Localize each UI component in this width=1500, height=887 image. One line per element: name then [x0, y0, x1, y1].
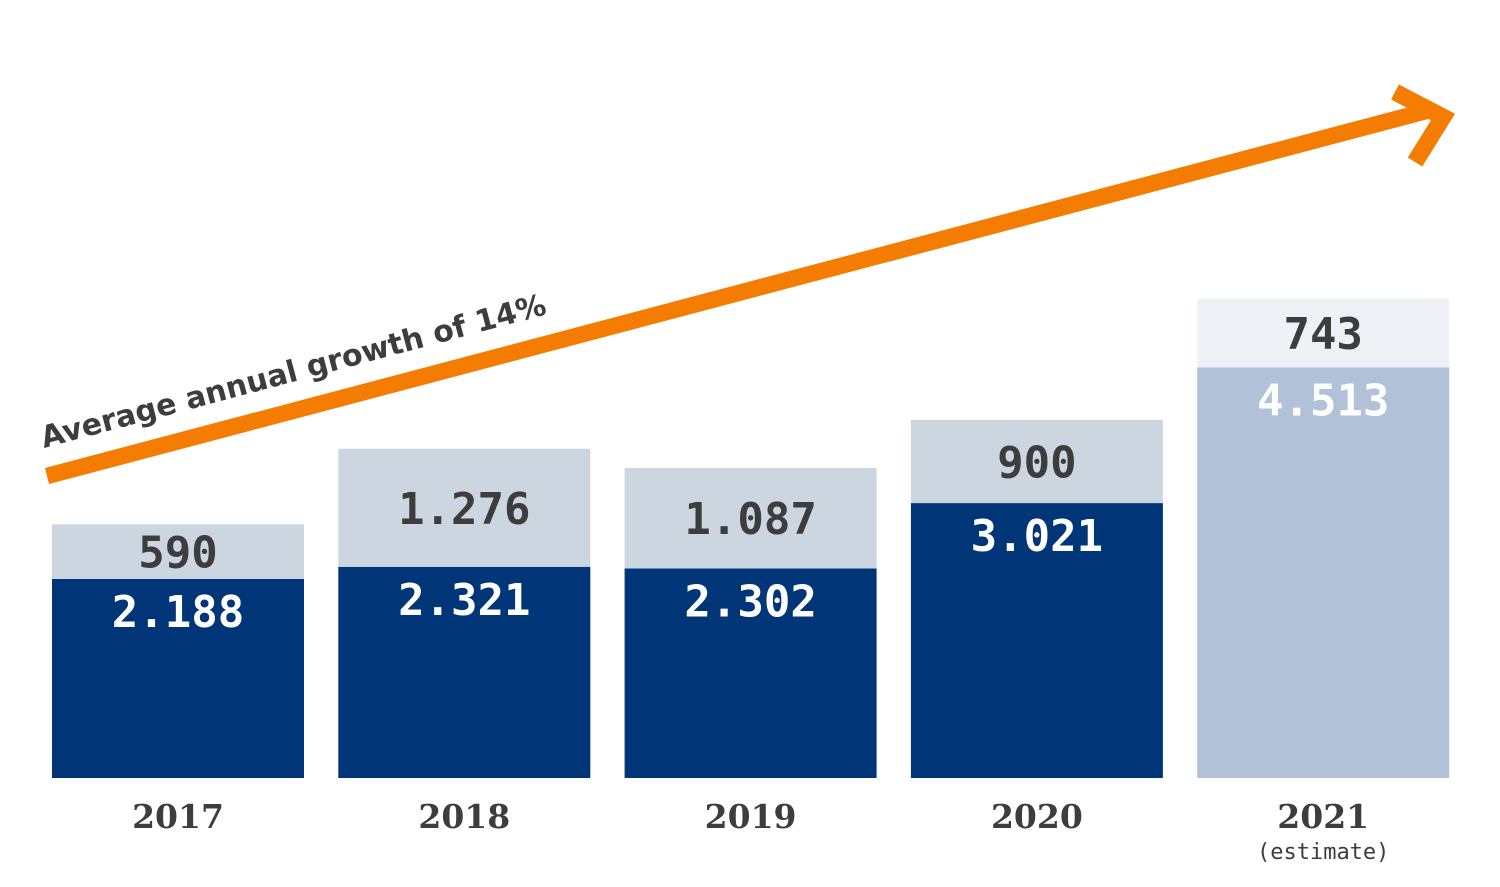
- bar-top-2020: [910, 419, 1163, 504]
- data-label-bottom-2021: 4.513: [1257, 375, 1389, 426]
- x-tick-label-2017: 2017: [132, 797, 224, 836]
- growth-arrow-head: [1391, 84, 1456, 167]
- data-label-bottom-2020: 3.021: [971, 511, 1103, 562]
- growth-arrow-shaft: [45, 102, 1432, 484]
- bar-bottom-2018: [338, 566, 591, 778]
- bar-top-2019: [624, 467, 877, 569]
- x-tick-label-2020: 2020: [991, 797, 1083, 836]
- labels-group: 590 2.188 2017 1.276 2.321 2018 1.087 2.302 2019…: [112, 309, 1390, 865]
- bar-bottom-2017: [52, 578, 304, 778]
- data-label-top-2021: 743: [1283, 309, 1362, 360]
- bar-bottom-2020: [910, 503, 1163, 778]
- data-label-bottom-2018: 2.321: [398, 575, 530, 626]
- data-label-bottom-2017: 2.188: [112, 587, 244, 638]
- x-tick-label-2018: 2018: [418, 797, 510, 836]
- data-label-top-2017: 590: [138, 528, 217, 579]
- bar-bottom-2019: [624, 568, 877, 778]
- bar-top-2018: [338, 448, 591, 567]
- data-label-top-2019: 1.087: [684, 494, 816, 545]
- bar-bottom-2021: [1197, 367, 1450, 778]
- bar-top-2017: [52, 524, 304, 579]
- data-label-top-2018: 1.276: [398, 484, 530, 535]
- data-label-top-2020: 900: [997, 437, 1076, 488]
- bars-group: [52, 298, 1450, 778]
- x-tick-label-2019: 2019: [705, 797, 797, 836]
- bar-top-2021: [1197, 298, 1450, 368]
- data-label-bottom-2019: 2.302: [684, 577, 816, 628]
- x-tick-label-2021: 2021: [1277, 797, 1369, 836]
- x-tick-note-2021: (estimate): [1257, 840, 1389, 865]
